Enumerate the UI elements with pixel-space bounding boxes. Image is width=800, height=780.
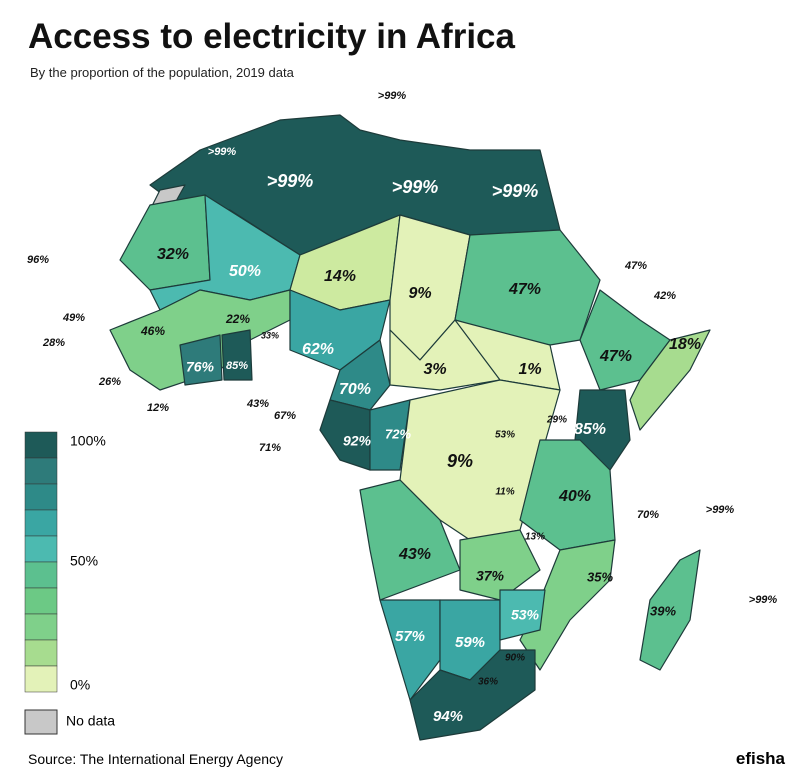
country-label: 29%	[546, 415, 567, 426]
country-label: 12%	[147, 402, 169, 414]
country-label: 35%	[587, 569, 613, 584]
country-label: 13%	[525, 532, 545, 543]
country-label: >99%	[492, 181, 539, 201]
country-label: 92%	[343, 433, 372, 449]
region	[639, 549, 701, 671]
country-label: 47%	[508, 281, 541, 298]
country-label: 76%	[186, 359, 215, 375]
country-label: 70%	[339, 381, 371, 398]
region	[319, 399, 371, 471]
country-label: 40%	[558, 488, 591, 505]
country-label: >99%	[208, 146, 237, 158]
region	[221, 329, 253, 381]
region	[629, 329, 711, 431]
region	[329, 339, 391, 411]
country-label: 94%	[433, 708, 463, 725]
legend-swatch	[24, 587, 58, 615]
country-label: 9%	[408, 285, 431, 302]
region	[179, 334, 223, 386]
no-data-swatch	[24, 709, 58, 735]
country-label: >99%	[267, 171, 314, 191]
country-label: 33%	[261, 330, 279, 340]
legend-swatch	[24, 535, 58, 563]
country-label: 96%	[27, 254, 49, 266]
country-label: 62%	[302, 341, 334, 358]
title: Access to electricity in Africa	[28, 17, 516, 56]
legend-swatch	[24, 639, 58, 667]
africa-map	[109, 114, 711, 741]
country-label: 37%	[476, 568, 505, 584]
source: Source: The International Energy Agency	[28, 751, 283, 767]
legend-swatch	[24, 431, 58, 459]
country-label: 50%	[229, 263, 261, 280]
country-label: 72%	[385, 426, 411, 441]
country-label: 42%	[653, 290, 676, 302]
country-label: >99%	[749, 594, 778, 606]
country-label: 1%	[518, 361, 541, 378]
country-label: 9%	[447, 451, 473, 471]
country-label: 26%	[98, 376, 121, 388]
country-label: >99%	[378, 90, 407, 102]
country-label: 53%	[495, 430, 515, 441]
country-label: 22%	[225, 312, 250, 326]
country-label: 67%	[274, 410, 296, 422]
country-label: 49%	[62, 312, 85, 324]
region	[119, 194, 211, 291]
legend-label: 50%	[70, 553, 98, 569]
country-label: 11%	[495, 487, 514, 498]
region	[459, 529, 541, 601]
legend-swatch	[24, 665, 58, 693]
country-label: 32%	[157, 246, 189, 263]
legend-label: 100%	[70, 433, 106, 449]
country-label: 39%	[650, 603, 676, 618]
country-label: 70%	[637, 509, 659, 521]
country-label: 14%	[324, 268, 356, 285]
country-label: 28%	[42, 337, 65, 349]
legend-label: No data	[66, 713, 115, 729]
country-label: 59%	[455, 634, 485, 651]
legend-label: 0%	[70, 677, 90, 693]
legend-swatch	[24, 483, 58, 511]
region	[409, 649, 536, 741]
country-label: 71%	[117, 292, 139, 304]
region	[499, 589, 546, 641]
country-label: >99%	[392, 177, 439, 197]
country-label: >99%	[706, 504, 735, 516]
country-label: 53%	[511, 607, 540, 623]
country-label: 46%	[140, 324, 165, 338]
brand: efisha	[736, 749, 786, 768]
legend-swatch	[24, 561, 58, 589]
country-label: 85%	[574, 421, 606, 438]
country-label: 71%	[259, 442, 281, 454]
region	[369, 399, 411, 471]
country-labels: >99% >99% >99% >99% >99% 96% 32% 50% 14% 9% 47% 47%…	[27, 90, 777, 725]
country-label: 85%	[226, 360, 248, 372]
country-label: 47%	[624, 260, 647, 272]
country-label: 43%	[246, 398, 269, 410]
country-label: 43%	[398, 546, 431, 563]
country-label: 57%	[395, 628, 425, 645]
subtitle: By the proportion of the population, 201…	[30, 65, 295, 80]
country-label: 3%	[423, 361, 446, 378]
legend-swatch	[24, 457, 58, 485]
country-label: 47%	[599, 348, 632, 365]
legend-swatch	[24, 509, 58, 537]
country-label: 18%	[669, 336, 701, 353]
legend-swatch	[24, 613, 58, 641]
legend	[24, 431, 58, 693]
country-label: 90%	[505, 653, 525, 664]
country-label: 36%	[478, 677, 498, 688]
